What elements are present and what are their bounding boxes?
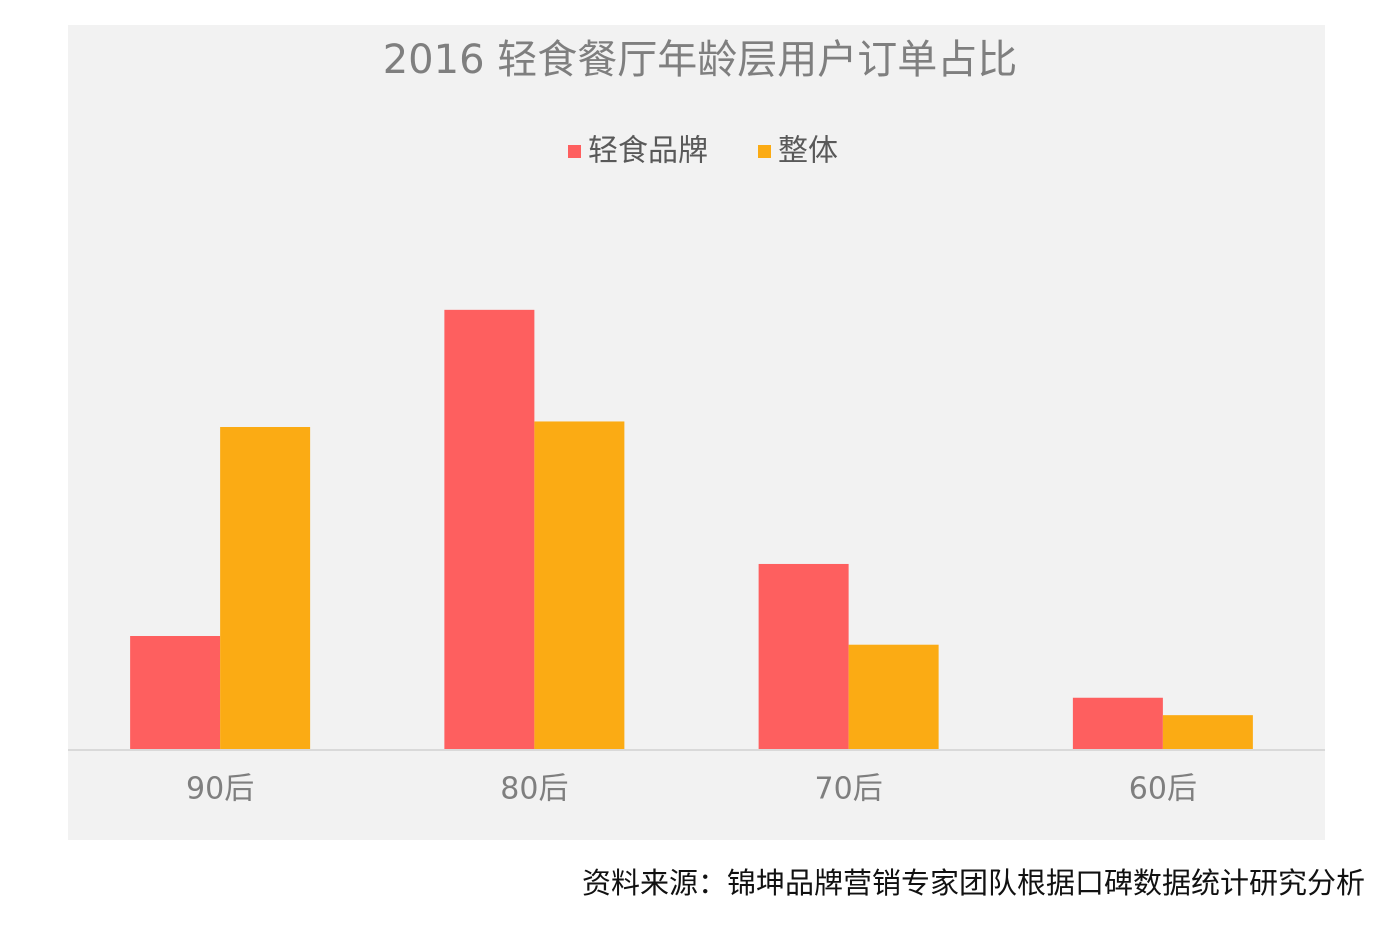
x-tick-label: 90后 bbox=[186, 772, 254, 807]
x-tick-label: 60后 bbox=[1129, 772, 1197, 807]
bar bbox=[1072, 697, 1163, 750]
bar bbox=[1162, 715, 1253, 750]
bar bbox=[444, 309, 535, 750]
legend-label: 轻食品牌 bbox=[588, 134, 708, 169]
bar bbox=[848, 644, 939, 750]
chart-title: 2016 轻食餐厅年龄层用户订单占比 bbox=[383, 37, 1018, 83]
legend-label: 整体 bbox=[778, 134, 838, 169]
bar bbox=[758, 563, 849, 750]
legend-swatch bbox=[758, 145, 771, 158]
source-note: 资料来源：锦坤品牌营销专家团队根据口碑数据统计研究分析 bbox=[582, 866, 1365, 900]
legend-swatch bbox=[568, 145, 581, 158]
bar bbox=[130, 636, 221, 750]
x-tick-label: 70后 bbox=[815, 772, 883, 807]
x-tick-label: 80后 bbox=[500, 772, 568, 807]
bar bbox=[220, 427, 311, 750]
bar bbox=[534, 421, 625, 750]
